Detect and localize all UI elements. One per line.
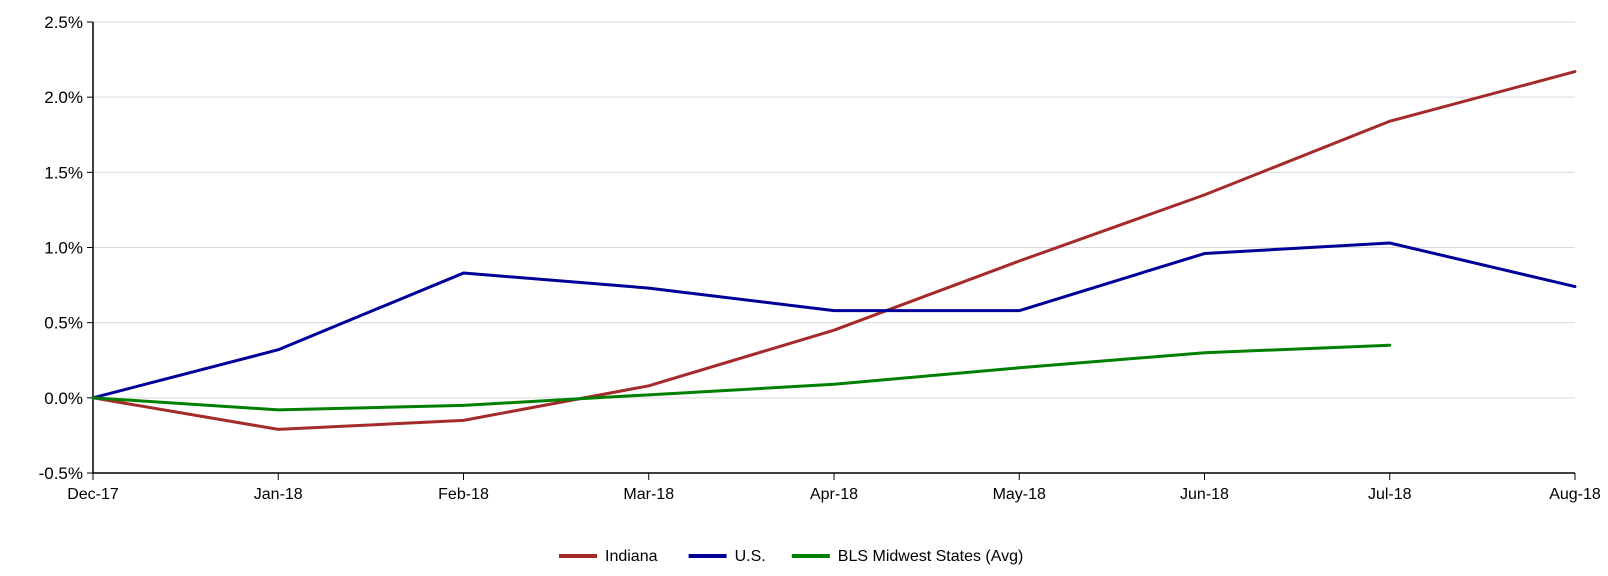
x-tick-label: Jan-18 [254, 486, 303, 503]
y-tick-label: 2.0% [44, 88, 83, 107]
legend-label-indiana: Indiana [605, 548, 658, 565]
x-tick-label: Jul-18 [1368, 486, 1412, 503]
y-tick-label: 1.5% [44, 163, 83, 182]
legend-label-bls-midwest-states-avg: BLS Midwest States (Avg) [838, 548, 1024, 565]
legend-label-u-s: U.S. [735, 548, 766, 565]
x-tick-label: Aug-18 [1549, 486, 1601, 503]
x-tick-label: Apr-18 [810, 486, 858, 503]
series-lines [91, 70, 1577, 431]
y-tick-label: 0.5% [44, 314, 83, 333]
x-tick-label: Feb-18 [438, 486, 489, 503]
series-line-u-s [91, 241, 1577, 400]
series-line-bls-midwest-states-avg [91, 343, 1392, 412]
y-tick-label: 2.5% [44, 13, 83, 32]
legend: Indiana U.S. BLS Midwest States (Avg) [559, 548, 1023, 565]
y-tick-label: 0.0% [44, 389, 83, 408]
y-tick-label: -0.5% [39, 464, 83, 483]
y-axis-ticks: -0.5% 0.0% 0.5% 1.0% 1.5% 2.0% 2.5% [39, 13, 93, 483]
x-tick-label: Dec-17 [67, 486, 119, 503]
x-axis-ticks: Dec-17 Jan-18 Feb-18 Mar-18 Apr-18 May-18 Jun-… [67, 473, 1601, 503]
gridlines [93, 21, 1575, 474]
x-tick-label: Jun-18 [1180, 486, 1229, 503]
x-tick-label: Mar-18 [623, 486, 674, 503]
series-line-indiana [91, 70, 1577, 431]
y-tick-label: 1.0% [44, 239, 83, 258]
x-tick-label: May-18 [993, 486, 1046, 503]
